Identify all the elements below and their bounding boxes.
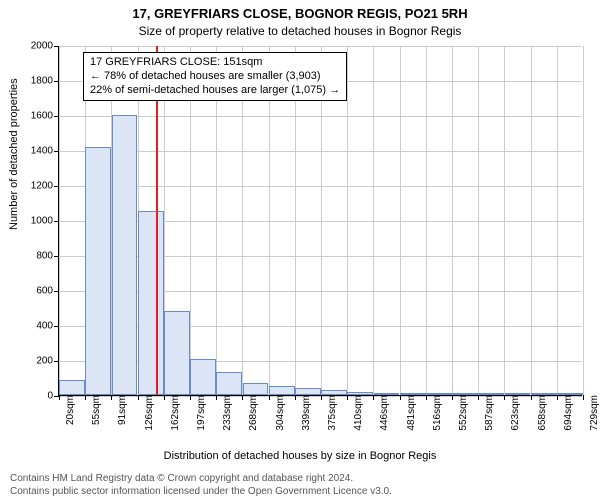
x-tick-label: 233sqm	[220, 395, 233, 431]
grid-line	[59, 46, 60, 395]
x-tick-label: 587sqm	[482, 395, 495, 431]
x-tick-label: 729sqm	[587, 395, 600, 431]
x-tick-mark	[138, 395, 139, 400]
x-tick-label: 20sqm	[63, 395, 76, 425]
y-tick-label: 800	[36, 251, 59, 262]
histogram-bar	[295, 388, 321, 395]
histogram-bar	[190, 359, 216, 395]
histogram-bar	[505, 393, 531, 395]
y-axis-label: Number of detached properties	[8, 78, 20, 230]
histogram-bar	[321, 390, 347, 395]
x-tick-mark	[452, 395, 453, 400]
grid-line	[452, 46, 453, 395]
histogram-bar	[400, 393, 426, 395]
grid-line	[400, 46, 401, 395]
y-tick-label: 600	[36, 286, 59, 297]
x-tick-mark	[373, 395, 374, 400]
grid-line	[347, 46, 348, 395]
x-tick-mark	[426, 395, 427, 400]
plot-area: 020040060080010001200140016001800200020s…	[58, 46, 582, 396]
x-tick-label: 268sqm	[246, 395, 259, 431]
grid-line	[583, 46, 584, 395]
x-axis-label: Distribution of detached houses by size …	[0, 450, 600, 462]
x-tick-label: 623sqm	[508, 395, 521, 431]
footer-copyright-1: Contains HM Land Registry data © Crown c…	[10, 473, 353, 484]
histogram-bar	[452, 393, 478, 395]
chart-title: 17, GREYFRIARS CLOSE, BOGNOR REGIS, PO21…	[0, 6, 600, 21]
annotation-line-1: 17 GREYFRIARS CLOSE: 151sqm	[90, 56, 340, 70]
histogram-bar	[478, 393, 504, 395]
x-tick-label: 339sqm	[299, 395, 312, 431]
x-tick-mark	[59, 395, 60, 400]
grid-line	[504, 46, 505, 395]
y-tick-label: 1800	[31, 76, 59, 87]
annotation-box: 17 GREYFRIARS CLOSE: 151sqm ← 78% of det…	[83, 52, 347, 101]
x-tick-label: 126sqm	[142, 395, 155, 431]
histogram-bar	[347, 392, 373, 395]
histogram-bar	[164, 311, 190, 395]
y-tick-label: 0	[47, 391, 59, 402]
x-tick-mark	[478, 395, 479, 400]
grid-line	[373, 46, 374, 395]
histogram-bar	[112, 115, 138, 395]
x-tick-label: 516sqm	[430, 395, 443, 431]
x-tick-label: 658sqm	[535, 395, 548, 431]
grid-line	[478, 46, 479, 395]
histogram-bar	[269, 386, 295, 395]
x-tick-mark	[190, 395, 191, 400]
histogram-bar	[531, 393, 557, 395]
x-tick-mark	[242, 395, 243, 400]
grid-line	[531, 46, 532, 395]
x-tick-label: 552sqm	[456, 395, 469, 431]
grid-line	[557, 46, 558, 395]
x-tick-mark	[531, 395, 532, 400]
histogram-bar	[243, 383, 269, 395]
x-tick-mark	[85, 395, 86, 400]
x-tick-mark	[504, 395, 505, 400]
annotation-line-2: ← 78% of detached houses are smaller (3,…	[90, 70, 340, 84]
footer-copyright-2: Contains public sector information licen…	[10, 486, 392, 497]
y-tick-label: 1400	[31, 146, 59, 157]
x-tick-mark	[557, 395, 558, 400]
x-tick-mark	[321, 395, 322, 400]
x-tick-mark	[164, 395, 165, 400]
x-tick-label: 694sqm	[561, 395, 574, 431]
y-tick-label: 400	[36, 321, 59, 332]
y-tick-label: 1200	[31, 181, 59, 192]
x-tick-mark	[583, 395, 584, 400]
chart-subtitle: Size of property relative to detached ho…	[0, 24, 600, 38]
histogram-bar	[85, 147, 111, 395]
histogram-bar	[374, 393, 400, 395]
histogram-bar	[59, 380, 85, 395]
histogram-bar	[557, 393, 583, 395]
x-tick-mark	[295, 395, 296, 400]
property-size-chart: 17, GREYFRIARS CLOSE, BOGNOR REGIS, PO21…	[0, 0, 600, 500]
histogram-bar	[138, 211, 164, 395]
histogram-bar	[216, 372, 242, 395]
x-tick-label: 446sqm	[377, 395, 390, 431]
x-tick-label: 304sqm	[273, 395, 286, 431]
x-tick-mark	[347, 395, 348, 400]
grid-line	[426, 46, 427, 395]
x-tick-label: 197sqm	[194, 395, 207, 431]
y-tick-label: 1600	[31, 111, 59, 122]
histogram-bar	[426, 393, 452, 395]
x-tick-label: 55sqm	[89, 395, 102, 425]
y-tick-label: 1000	[31, 216, 59, 227]
y-tick-label: 2000	[31, 41, 59, 52]
x-tick-label: 162sqm	[168, 395, 181, 431]
x-tick-mark	[111, 395, 112, 400]
x-tick-label: 375sqm	[325, 395, 338, 431]
x-tick-mark	[400, 395, 401, 400]
x-tick-label: 410sqm	[351, 395, 364, 431]
x-tick-label: 481sqm	[404, 395, 417, 431]
x-tick-mark	[269, 395, 270, 400]
x-tick-label: 91sqm	[115, 395, 128, 425]
annotation-line-3: 22% of semi-detached houses are larger (…	[90, 84, 340, 98]
x-tick-mark	[216, 395, 217, 400]
y-tick-label: 200	[36, 356, 59, 367]
